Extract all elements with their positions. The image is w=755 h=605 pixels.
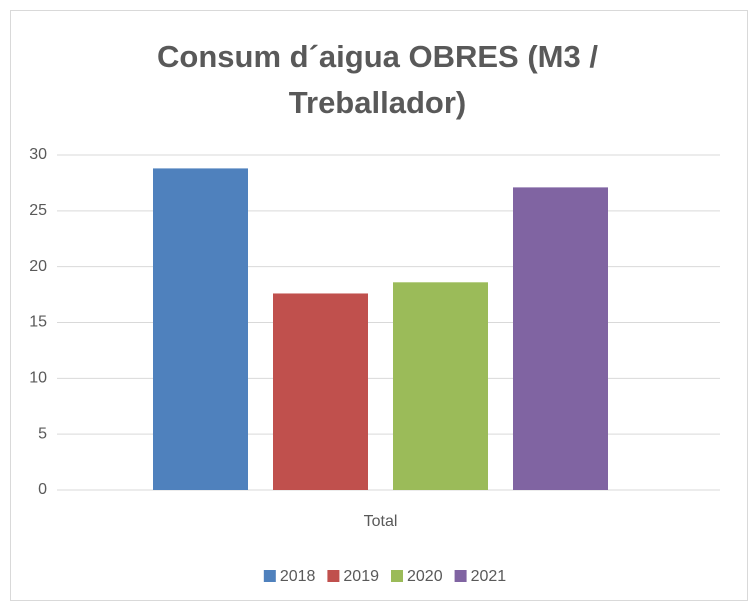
bar [153, 168, 248, 490]
y-tick-label: 0 [38, 481, 47, 498]
chart-title: Consum d´aigua OBRES (M3 / Treballador) [157, 39, 598, 120]
legend-label: 2021 [471, 568, 507, 585]
y-tick-label: 15 [29, 314, 47, 331]
y-tick-label: 20 [29, 258, 47, 275]
legend-swatch [327, 570, 340, 582]
legend-swatch [454, 570, 467, 582]
y-tick-label: 30 [29, 146, 47, 163]
y-tick-label: 10 [29, 370, 47, 387]
legend-label: 2019 [343, 568, 379, 585]
chart-border [10, 10, 748, 601]
legend-swatch [391, 570, 403, 582]
y-tick-label: 25 [29, 202, 47, 219]
bar [273, 293, 368, 490]
x-tick-label: Total [364, 513, 398, 530]
legend-label: 2020 [407, 568, 443, 585]
bar [393, 282, 488, 490]
y-tick-label: 5 [38, 425, 47, 442]
bar [513, 187, 608, 490]
legend-swatch [263, 570, 276, 582]
legend-label: 2018 [280, 568, 316, 585]
